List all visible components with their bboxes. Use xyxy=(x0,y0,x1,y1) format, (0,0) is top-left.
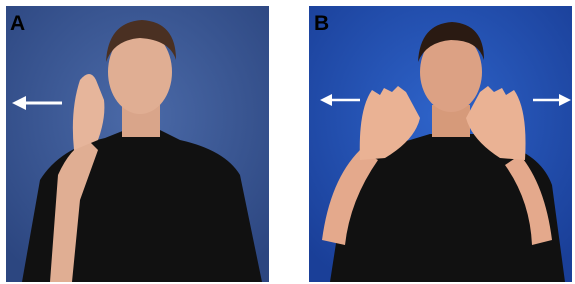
panel-label: B xyxy=(314,12,329,35)
panel-label: A xyxy=(10,12,25,35)
page: A B (() => { const data = JSON.parse(doc… xyxy=(0,0,575,284)
panel-a: A xyxy=(6,6,269,282)
figure: A B xyxy=(0,0,575,284)
panel-b: B xyxy=(309,6,572,282)
